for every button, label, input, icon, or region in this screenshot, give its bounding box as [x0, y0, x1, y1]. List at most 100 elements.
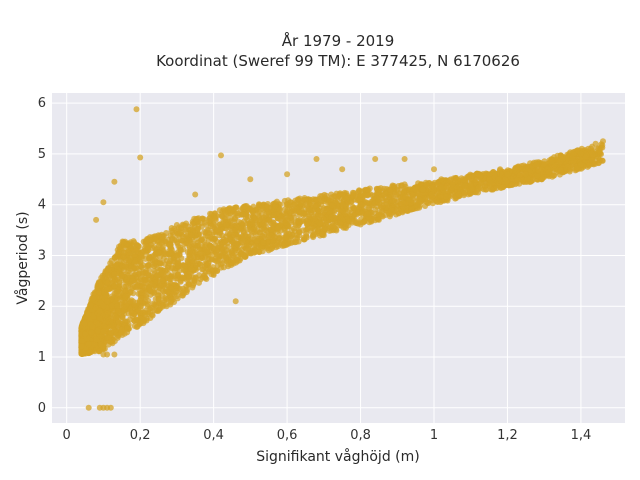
data-point [205, 259, 212, 266]
data-point [192, 242, 199, 249]
data-point [207, 243, 214, 250]
data-point [81, 320, 88, 327]
data-point [183, 220, 190, 227]
data-point [85, 341, 92, 348]
data-point [104, 286, 111, 293]
y-tick-label: 3 [38, 248, 46, 263]
data-point [134, 283, 140, 290]
data-point [465, 173, 472, 180]
data-point [529, 177, 536, 184]
data-point [223, 247, 230, 254]
data-point [173, 288, 180, 294]
data-point [244, 220, 251, 227]
data-point [400, 204, 407, 211]
data-point [401, 181, 408, 188]
data-point [104, 298, 111, 305]
data-point [129, 313, 136, 320]
data-point [504, 171, 511, 178]
data-point [284, 171, 291, 178]
chart-title-line1: År 1979 - 2019 [282, 31, 395, 50]
data-point [486, 171, 493, 178]
data-point [247, 176, 254, 183]
data-point [550, 172, 557, 179]
data-point [320, 198, 327, 205]
data-point [389, 197, 396, 204]
data-point [589, 151, 596, 158]
data-point [467, 181, 474, 188]
data-point [277, 214, 284, 221]
data-point [213, 258, 220, 265]
data-point [165, 289, 171, 296]
x-tick-label: 1,2 [497, 428, 518, 443]
data-point [524, 175, 531, 182]
data-point [239, 234, 246, 241]
data-point [263, 224, 270, 231]
data-point [150, 300, 157, 307]
data-point [213, 247, 220, 254]
x-tick-label: 0,6 [277, 428, 298, 443]
data-point [122, 293, 129, 300]
data-point [93, 336, 100, 343]
data-point [291, 201, 298, 208]
data-point [216, 221, 223, 228]
data-point [356, 197, 363, 203]
data-point [194, 225, 201, 232]
data-point [249, 209, 256, 216]
data-point [357, 221, 364, 228]
data-point [264, 203, 271, 210]
data-point [296, 209, 303, 216]
data-point [146, 284, 153, 291]
data-point [179, 292, 186, 299]
data-point [193, 216, 200, 223]
data-point [502, 176, 509, 183]
data-point [541, 161, 548, 168]
data-point [118, 272, 125, 279]
data-point [152, 307, 158, 314]
data-point [259, 233, 266, 239]
data-points [78, 106, 606, 411]
data-point [309, 225, 316, 232]
data-point [357, 201, 364, 208]
data-point [395, 183, 402, 189]
data-point [82, 331, 89, 338]
data-point [197, 261, 204, 268]
data-point [364, 186, 371, 193]
data-point [130, 290, 137, 297]
data-point [219, 232, 226, 239]
data-point [186, 255, 193, 262]
data-point [93, 216, 100, 223]
data-point [188, 277, 195, 284]
data-point [319, 193, 325, 199]
data-point [269, 221, 276, 228]
data-point [138, 252, 145, 259]
data-point [273, 198, 280, 205]
data-point [497, 166, 504, 173]
data-point [189, 249, 196, 256]
data-point [226, 235, 233, 242]
data-point [586, 162, 592, 169]
data-point [269, 242, 276, 249]
data-point [133, 247, 140, 254]
data-point [514, 177, 521, 183]
data-point [428, 191, 435, 198]
data-point [159, 270, 166, 277]
data-point [238, 207, 244, 214]
data-point [223, 222, 230, 229]
data-point [233, 204, 240, 211]
data-point [107, 318, 114, 325]
y-tick-label: 1 [38, 350, 46, 365]
data-point [379, 208, 386, 215]
data-point [315, 225, 321, 232]
data-point [247, 227, 254, 234]
data-point [210, 267, 217, 274]
data-point [475, 184, 482, 191]
data-point [311, 203, 318, 210]
data-point [192, 191, 199, 198]
data-point [144, 237, 151, 244]
data-point [198, 220, 205, 226]
data-point [276, 234, 283, 241]
data-point [131, 323, 138, 329]
data-point [201, 263, 208, 270]
data-point [461, 190, 468, 197]
